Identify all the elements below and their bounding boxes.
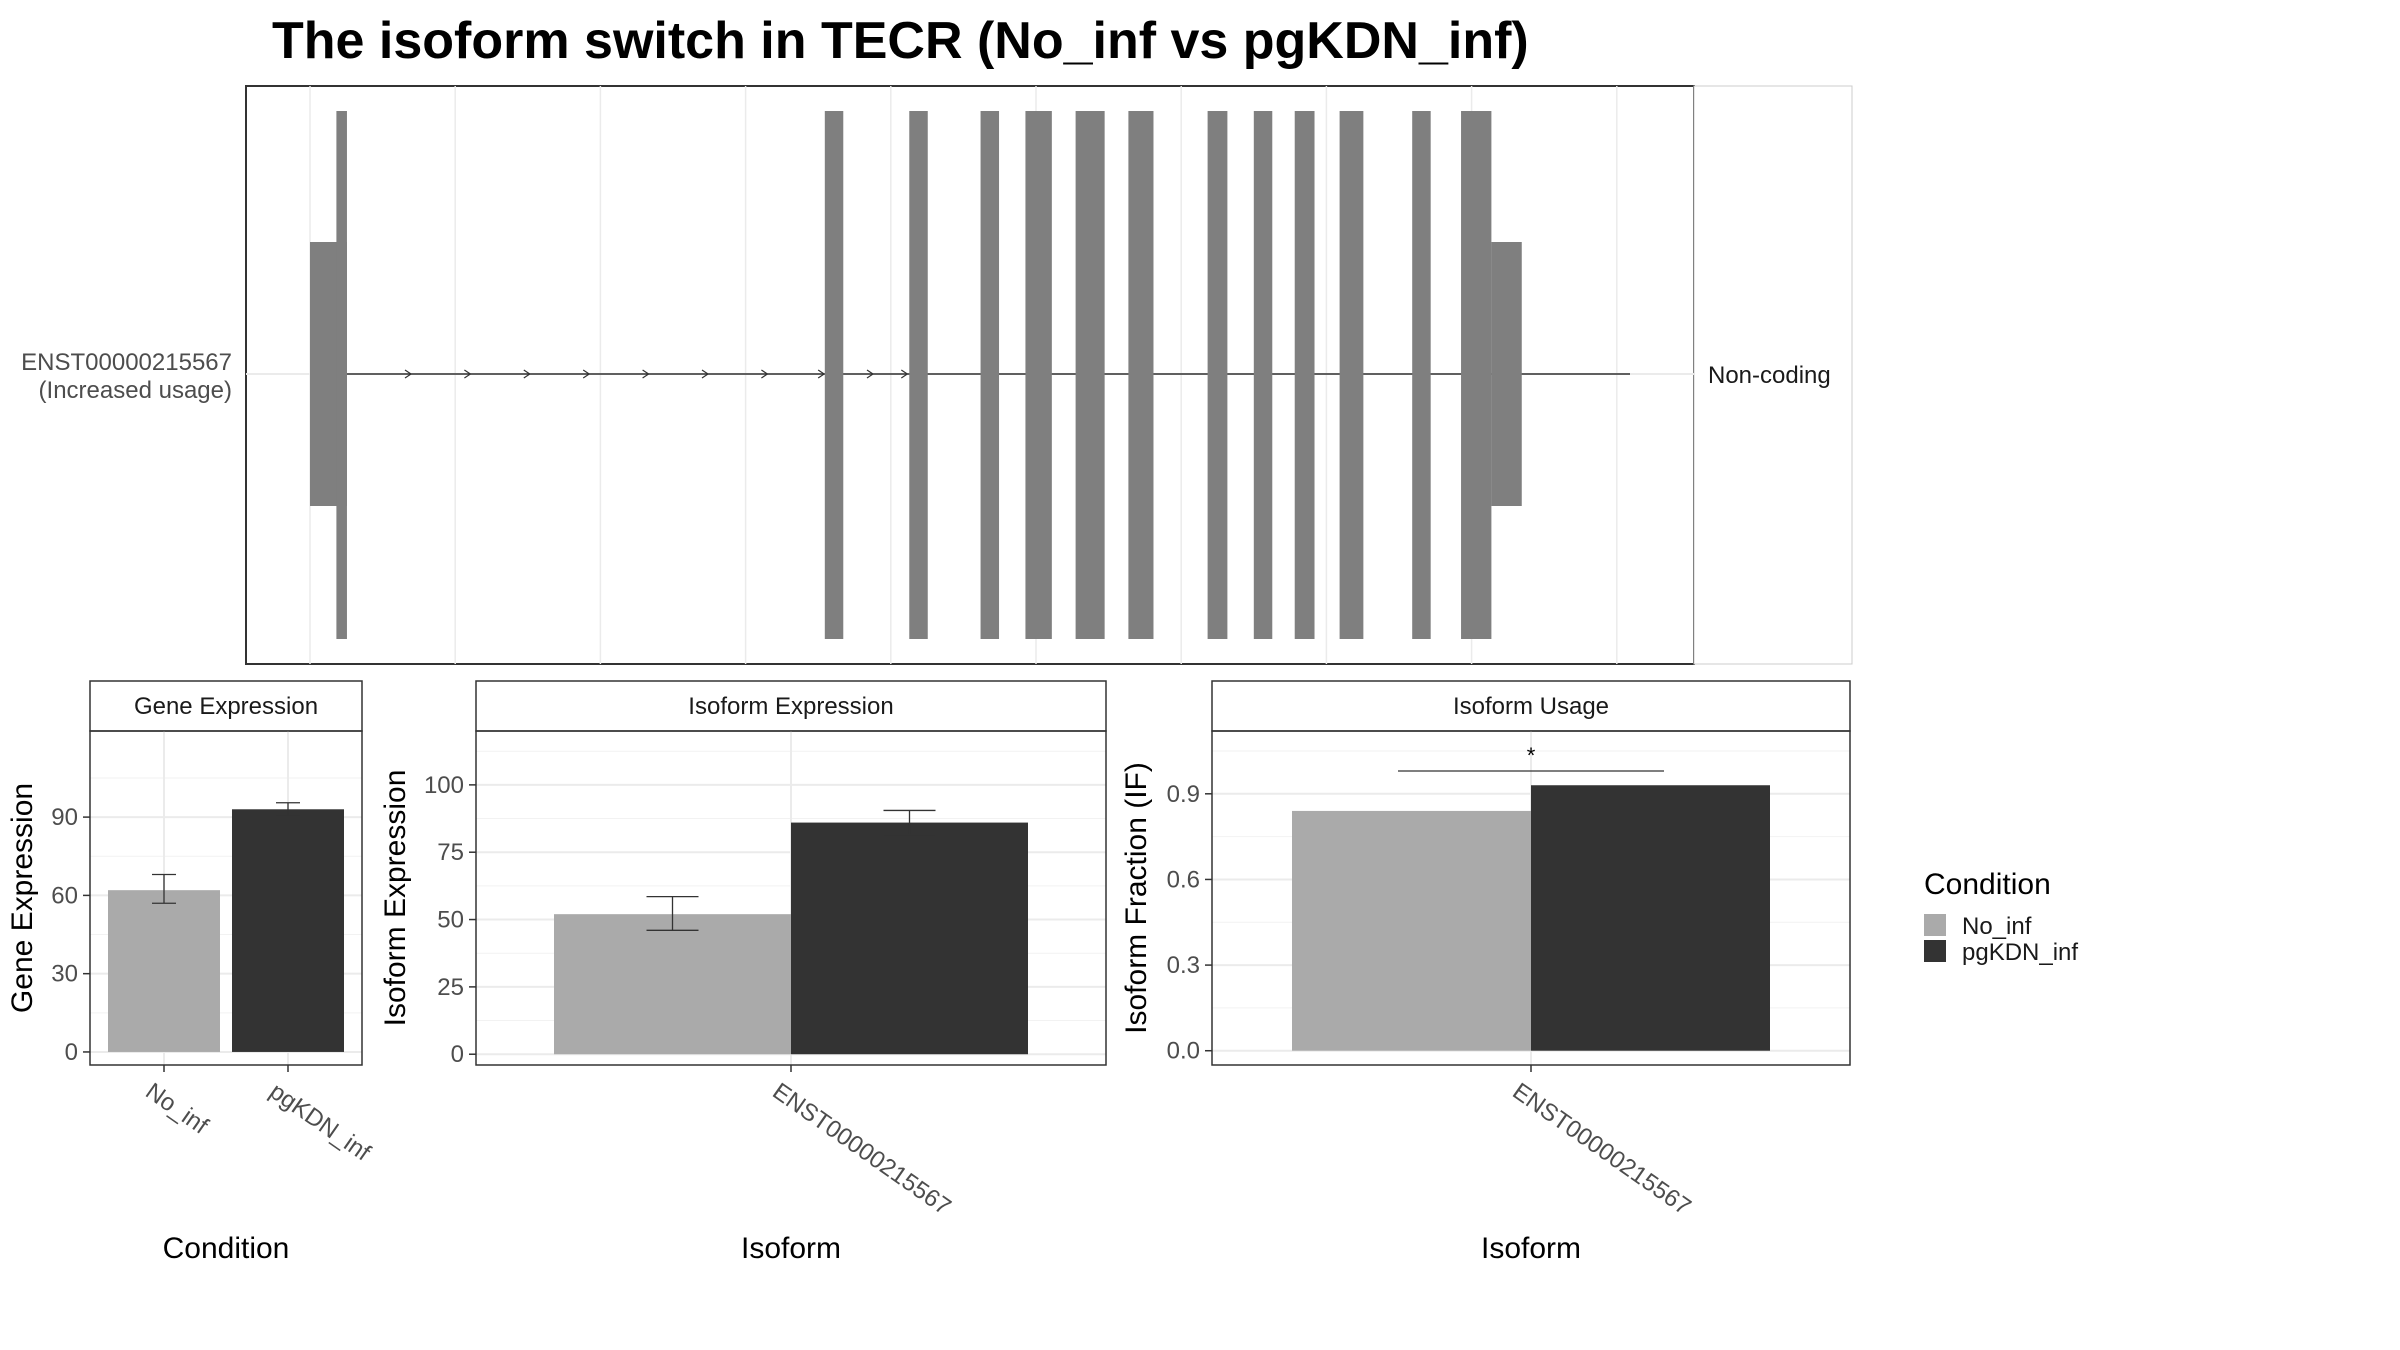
isoform-usage-plot: 0.0 0.3 0.6 0.9 ENST00000215567 * [1167, 731, 1850, 1221]
exon-block [1025, 111, 1052, 639]
exon-block [1128, 111, 1154, 639]
y-tick-label: 0.3 [1167, 952, 1200, 979]
intron-arrow [404, 369, 413, 379]
isoform-usage-frame [1211, 730, 1851, 1066]
condition-legend: Condition No_inf pgKDN_inf [1924, 868, 2078, 966]
intron-arrow [464, 369, 472, 379]
x-tick-label: No_inf [141, 1078, 214, 1140]
intron-arrow [523, 369, 531, 379]
intron-arrow [642, 369, 650, 379]
gene-expression-strip-title: Gene Expression [134, 693, 318, 720]
y-tick-label: 60 [51, 882, 78, 909]
x-tick-label: pgKDN_inf [265, 1078, 376, 1167]
exon-block [1075, 111, 1105, 639]
isoform-expression-y-label: Isoform Expression [379, 770, 412, 1027]
isoform-usage-strip [1211, 680, 1851, 732]
gene-expression-y-label: Gene Expression [6, 783, 39, 1013]
exon-block [1294, 111, 1315, 639]
isoform-expression-strip-title: Isoform Expression [688, 693, 893, 720]
isoform-usage-y-label: Isoform Fraction (IF) [1120, 762, 1153, 1034]
exon-block [336, 111, 347, 639]
y-tick-label: 75 [437, 839, 464, 866]
intron-arrow [761, 369, 769, 379]
x-tick-label: ENST00000215567 [768, 1078, 956, 1221]
x-tick-label: ENST00000215567 [1508, 1078, 1696, 1221]
exon-block [909, 111, 928, 639]
exon-block [1461, 111, 1492, 639]
gene-expression-panel: Gene Expression 0 30 60 90 No_inf pgKDN_inf G… [6, 680, 375, 1265]
exon-blocks [336, 111, 1492, 639]
legend-title: Condition [1924, 868, 2051, 901]
legend-swatch-pgkdn-inf [1924, 940, 1946, 962]
isoform-expression-strip [475, 680, 1107, 732]
exon-block [1412, 111, 1431, 639]
isoform-expression-x-label: Isoform [741, 1232, 841, 1265]
bar-no-inf [1292, 810, 1531, 1051]
y-tick-label: 25 [437, 974, 464, 1001]
figure-title: The isoform switch in TECR (No_inf vs pg… [272, 12, 1529, 70]
y-tick-label: 0.0 [1167, 1038, 1200, 1065]
exon-block [1339, 111, 1364, 639]
legend-swatch-no-inf [1924, 914, 1946, 936]
isoform-expression-panel: Isoform Expression 0 25 50 75 100 ENST0000021… [379, 680, 1107, 1265]
gene-expression-frame [89, 730, 363, 1066]
isoform-expression-plot: 0 25 50 75 100 ENST00000215567 [424, 731, 1106, 1221]
exon-block [824, 111, 844, 639]
legend-label-pgkdn-inf: pgKDN_inf [1962, 939, 2078, 966]
exon-block [980, 111, 1000, 639]
y-tick-label: 0.9 [1167, 781, 1200, 808]
coding-strip [1693, 85, 1853, 665]
isoform-usage-x-label: Isoform [1481, 1232, 1581, 1265]
y-tick-label: 100 [424, 772, 464, 799]
gene-expression-plot: 0 30 60 90 No_inf pgKDN_inf [51, 731, 375, 1167]
intron-arrow [582, 369, 591, 379]
isoform-usage-strip-title: Isoform Usage [1453, 693, 1609, 720]
transcript-id-label: ENST00000215567 [21, 349, 232, 376]
bar-no-inf [554, 914, 791, 1055]
exon-block [1253, 111, 1273, 639]
y-tick-label: 50 [437, 907, 464, 934]
intron-arrow [900, 369, 909, 379]
transcript-usage-note: (Increased usage) [39, 377, 232, 404]
intron-arrow [817, 369, 826, 379]
bar-pgkdn-inf [791, 822, 1028, 1055]
bar-no-inf [108, 890, 220, 1052]
isoform-structure-panel: ENST00000215567 (Increased usage) Non-co… [21, 85, 1853, 665]
bar-pgkdn-inf [1531, 785, 1770, 1051]
y-tick-label: 0.6 [1167, 866, 1200, 893]
gene-expression-x-label: Condition [163, 1232, 290, 1265]
utr-block [1491, 242, 1522, 506]
y-tick-label: 0 [451, 1041, 464, 1068]
bar-pgkdn-inf [232, 809, 344, 1052]
legend-label-no-inf: No_inf [1962, 913, 2032, 940]
intron-arrow [701, 369, 710, 379]
isoform-usage-panel: Isoform Usage 0.0 0.3 0.6 0.9 ENST0000021556… [1120, 680, 1851, 1265]
coding-status-label: Non-coding [1708, 362, 1831, 389]
y-tick-label: 30 [51, 961, 78, 988]
gene-expression-strip [89, 680, 363, 732]
isoform-expression-frame [475, 730, 1107, 1066]
y-tick-label: 90 [51, 804, 78, 831]
exon-block [1207, 111, 1228, 639]
intron-arrows [404, 369, 909, 379]
y-tick-label: 0 [65, 1039, 78, 1066]
intron-arrow [866, 369, 875, 379]
significance-star: * [1527, 743, 1536, 768]
